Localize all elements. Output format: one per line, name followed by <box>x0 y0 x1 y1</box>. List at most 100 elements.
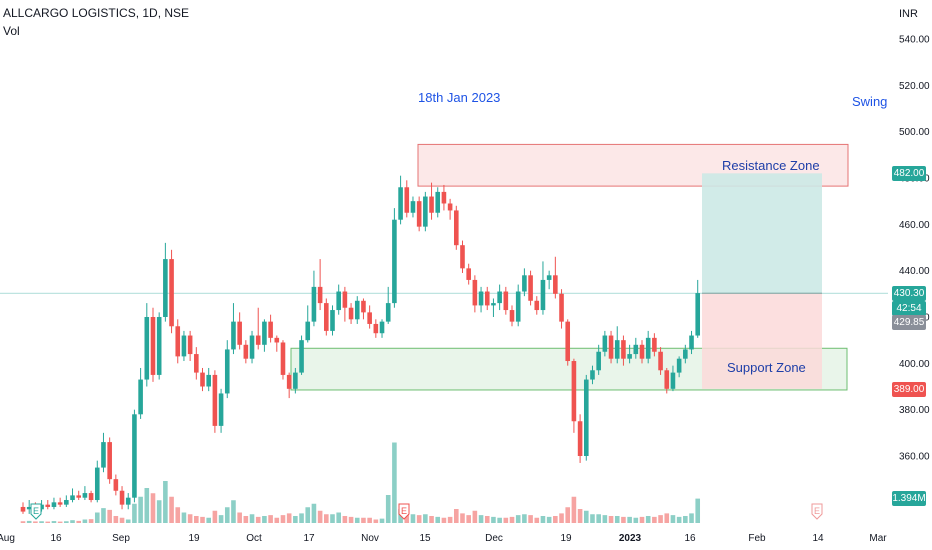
volume-bar <box>608 516 614 523</box>
volume-bar <box>683 516 688 523</box>
candle-body <box>670 372 676 389</box>
volume-bar <box>64 521 69 523</box>
candle-body <box>466 268 471 280</box>
candle-body <box>553 275 558 294</box>
candle-body <box>336 291 341 311</box>
candle-body <box>608 335 614 359</box>
candle-body <box>460 245 465 269</box>
volume-bar <box>515 515 521 523</box>
candle-body <box>571 361 577 422</box>
volume-bar <box>249 514 255 523</box>
candle-body <box>522 275 527 292</box>
volume-bar <box>237 512 242 523</box>
candle-body <box>410 201 416 213</box>
volume-bar <box>330 514 335 523</box>
volume-tag: 1.394M <box>892 491 926 506</box>
earnings-marker-label: E <box>814 506 820 516</box>
volume-bar <box>466 515 471 523</box>
y-axis-tick-label: 360.00 <box>899 452 930 463</box>
volume-bar <box>478 515 484 523</box>
candle-body <box>342 291 348 308</box>
candle-body <box>187 335 193 355</box>
volume-bar <box>286 513 292 523</box>
candle-body <box>181 335 187 357</box>
y-axis-tick-label: 400.00 <box>899 359 930 370</box>
volume-bar <box>262 516 267 523</box>
volume-bar <box>181 512 187 523</box>
volume-bar <box>243 516 249 523</box>
earnings-marker <box>30 503 42 520</box>
candle-body <box>633 344 639 355</box>
volume-bar <box>695 498 701 523</box>
volume-bar <box>472 510 478 523</box>
volume-bar <box>633 517 639 523</box>
candle-body <box>330 310 335 331</box>
volume-bar <box>522 514 527 523</box>
candle-body <box>45 504 51 507</box>
volume-bar <box>57 521 63 523</box>
candle-body <box>243 344 249 359</box>
candle-body <box>683 349 688 359</box>
x-axis-tick-label: Oct <box>246 533 262 544</box>
candle-body <box>175 326 181 357</box>
candle-body <box>614 340 620 359</box>
volume-bar <box>652 516 657 523</box>
candle-body <box>150 317 156 375</box>
candle-body <box>206 374 211 387</box>
candle-body <box>652 337 657 352</box>
candle-body <box>107 442 112 480</box>
volume-bar <box>528 515 533 523</box>
candle-body <box>82 493 88 498</box>
candle-body <box>435 191 441 213</box>
x-axis-tick-label: 16 <box>684 533 696 544</box>
support-zone-label: Support Zone <box>727 360 806 375</box>
volume-bar <box>336 512 341 523</box>
candle-body <box>57 502 63 505</box>
candle-body <box>119 490 125 505</box>
volume-bar <box>565 507 571 523</box>
volume-bar <box>546 516 552 523</box>
volume-bar <box>670 515 676 523</box>
volume-bar <box>33 521 38 523</box>
y-axis-tick-label: 520.00 <box>899 81 930 92</box>
volume-bar <box>70 520 75 523</box>
candle-body <box>218 393 224 426</box>
volume-bar <box>305 507 311 523</box>
stop-zone <box>702 293 822 389</box>
volume-bar <box>138 496 143 523</box>
candle-body <box>639 344 645 359</box>
volume-bar <box>218 515 224 523</box>
volume-bar <box>20 521 26 523</box>
volume-bar <box>590 514 595 523</box>
candle-body <box>156 317 162 375</box>
volume-bar <box>268 515 273 523</box>
candle-body <box>515 291 521 322</box>
prev-price-tag: 429.85 <box>892 315 926 330</box>
candle-body <box>305 321 311 341</box>
volume-bar <box>621 516 626 523</box>
volume-bar <box>645 516 651 523</box>
candle-body <box>348 307 354 320</box>
volume-bar <box>392 442 397 523</box>
volume-bar <box>113 516 119 523</box>
candle-body <box>590 370 595 380</box>
volume-bar <box>82 519 88 523</box>
volume-bar <box>342 516 348 523</box>
volume-bar <box>317 510 323 523</box>
candle-body <box>237 321 242 345</box>
candle-body <box>392 219 397 304</box>
candle-body <box>317 286 323 304</box>
candle-body <box>88 493 94 501</box>
volume-bar <box>255 516 261 523</box>
x-axis-tick-label: 17 <box>303 533 315 544</box>
candle-body <box>577 421 583 456</box>
countdown-tag: 42:54 <box>892 301 926 316</box>
volume-bar <box>187 514 193 523</box>
candle-body <box>70 495 75 501</box>
volume-bar <box>509 516 515 523</box>
candle-body <box>20 506 26 512</box>
candle-body <box>138 379 143 415</box>
candle-body <box>621 340 626 359</box>
volume-bar <box>484 516 490 523</box>
